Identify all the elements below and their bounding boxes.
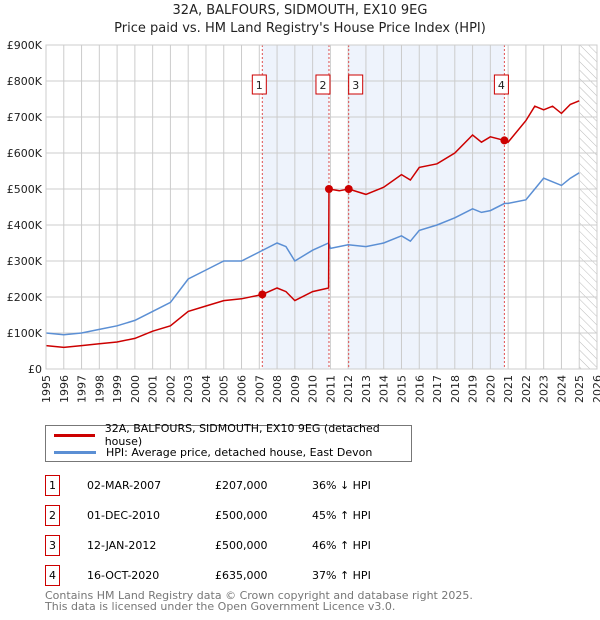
x-tick-label: 2021 [502, 375, 515, 403]
x-tick-label: 2017 [431, 375, 444, 403]
chart-subtitle: Price paid vs. HM Land Registry's House … [114, 21, 486, 36]
shaded-range [348, 45, 505, 369]
x-tick-label: 2002 [164, 375, 177, 403]
sale-label: 2 [319, 79, 326, 92]
x-tick-label: 2000 [129, 375, 142, 403]
x-tick-label: 2026 [591, 375, 600, 403]
x-tick-label: 2013 [360, 375, 373, 403]
legend-label: 32A, BALFOURS, SIDMOUTH, EX10 9EG (detac… [104, 422, 380, 448]
y-tick-label: £700K [7, 111, 43, 124]
y-tick-label: £900K [7, 39, 43, 52]
transaction-price: £635,000 [215, 569, 268, 582]
x-tick-label: 2016 [413, 375, 426, 403]
x-tick-label: 2001 [147, 375, 160, 403]
transaction-hpi: 36% ↓ HPI [312, 479, 371, 492]
legend-item-hpi: HPI: Average price, detached house, East… [54, 444, 372, 460]
x-tick-label: 2020 [484, 375, 497, 403]
shaded-range [262, 45, 329, 369]
y-tick-label: £500K [7, 183, 43, 196]
chart-title: 32A, BALFOURS, SIDMOUTH, EX10 9EG [172, 3, 428, 18]
x-tick-label: 2015 [395, 375, 408, 403]
x-tick-label: 1995 [40, 375, 53, 403]
x-tick-label: 1998 [93, 375, 106, 403]
x-tick-label: 2023 [538, 375, 551, 403]
legend-label: HPI: Average price, detached house, East… [106, 445, 373, 459]
transaction-row: 4 16-OCT-2020 £635,000 37% ↑ HPI [45, 565, 465, 587]
x-tick-label: 2018 [449, 375, 462, 403]
x-tick-label: 2019 [467, 375, 480, 403]
sale-label-box [315, 74, 331, 95]
transaction-marker: 4 [45, 565, 60, 586]
transaction-row: 1 02-MAR-2007 £207,000 36% ↓ HPI [45, 475, 465, 497]
sale-point [500, 136, 509, 145]
transaction-marker: 2 [45, 505, 60, 526]
transaction-marker: 1 [45, 475, 60, 496]
legend-item-property: 32A, BALFOURS, SIDMOUTH, EX10 9EG (detac… [54, 422, 411, 448]
transaction-date: 12-JAN-2012 [87, 539, 157, 552]
y-tick-label: £800K [7, 75, 43, 88]
x-tick-label: 2008 [271, 375, 284, 403]
sale-label-box [493, 74, 509, 95]
x-tick-label: 1997 [76, 375, 89, 403]
legend-swatch [54, 450, 96, 454]
x-tick-label: 2007 [253, 375, 266, 403]
y-tick-label: £400K [7, 219, 43, 232]
legend-swatch [54, 433, 95, 437]
x-tick-label: 2004 [200, 375, 213, 403]
transaction-price: £500,000 [215, 539, 268, 552]
sale-label: 4 [498, 79, 505, 92]
y-tick-label: £100K [7, 327, 43, 340]
legend: 32A, BALFOURS, SIDMOUTH, EX10 9EG (detac… [45, 422, 412, 462]
sale-point [258, 290, 267, 299]
x-tick-label: 2011 [324, 375, 337, 403]
series-line [45, 100, 580, 349]
transaction-hpi: 37% ↑ HPI [312, 569, 371, 582]
sale-point [324, 185, 333, 193]
transaction-date: 01-DEC-2010 [87, 509, 161, 522]
transaction-price: £500,000 [215, 509, 268, 522]
y-tick-label: £300K [7, 255, 43, 268]
x-tick-label: 2022 [520, 375, 533, 403]
x-tick-label: 2003 [182, 375, 195, 403]
transaction-date: 02-MAR-2007 [87, 479, 162, 492]
x-tick-label: 2014 [378, 375, 391, 403]
transaction-hpi: 45% ↑ HPI [312, 509, 371, 522]
plot-border [45, 44, 598, 370]
x-tick-label: 2024 [555, 375, 568, 403]
transaction-marker: 3 [45, 535, 60, 556]
x-tick-label: 2005 [218, 375, 231, 403]
sale-label-box [251, 74, 267, 95]
x-tick-label: 2006 [236, 375, 249, 403]
transaction-row: 2 01-DEC-2010 £500,000 45% ↑ HPI [45, 505, 465, 527]
sale-label: 3 [352, 79, 359, 92]
x-tick-label: 1999 [111, 375, 124, 403]
x-tick-label: 2012 [342, 375, 355, 403]
x-tick-label: 2009 [289, 375, 302, 403]
transaction-row: 3 12-JAN-2012 £500,000 46% ↑ HPI [45, 535, 465, 557]
footer-licence: This data is licensed under the Open Gov… [45, 600, 396, 613]
sale-point [344, 185, 353, 193]
series-line [45, 172, 580, 336]
x-tick-label: 2010 [307, 375, 320, 403]
sale-label-box [348, 74, 364, 95]
sale-label: 1 [256, 79, 263, 92]
y-tick-label: £600K [7, 147, 43, 160]
transaction-price: £207,000 [215, 479, 268, 492]
footer-copyright: Contains HM Land Registry data © Crown c… [45, 589, 473, 602]
transaction-date: 16-OCT-2020 [87, 569, 160, 582]
x-tick-label: 2025 [573, 375, 586, 403]
x-tick-label: 1996 [58, 375, 71, 403]
transaction-hpi: 46% ↑ HPI [312, 539, 371, 552]
y-tick-label: £0 [28, 363, 42, 376]
y-tick-label: £200K [7, 291, 43, 304]
price-chart: 1995 1996 1997 1998 1999 2000 2001 2002 2003 2004… [7, 39, 600, 403]
forecast-hatch [579, 45, 597, 369]
